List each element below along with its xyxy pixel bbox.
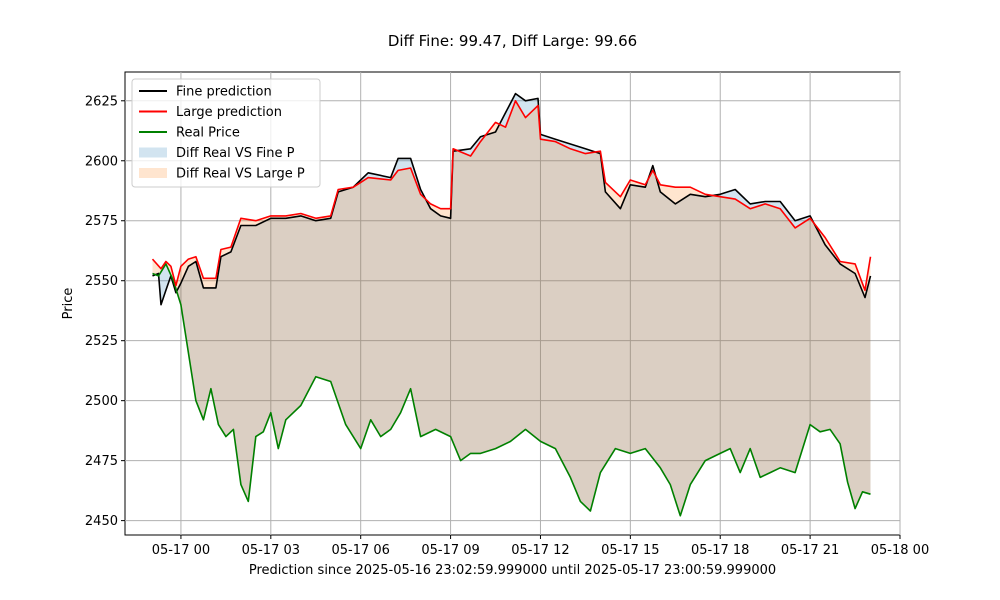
y-tick-label: 2575 bbox=[85, 214, 118, 229]
y-tick-label: 2600 bbox=[85, 154, 118, 169]
series-line-fine-prediction bbox=[152, 92, 872, 306]
x-axis-label: Prediction since 2025-05-16 23:02:59.999… bbox=[249, 563, 776, 578]
y-tick-label: 2475 bbox=[85, 454, 118, 469]
y-tick-label: 2525 bbox=[85, 334, 118, 349]
legend: Fine prediction Large prediction Real Pric… bbox=[131, 78, 321, 188]
legend-label: Fine prediction bbox=[176, 85, 272, 100]
legend-swatch bbox=[139, 168, 167, 178]
legend-swatch bbox=[139, 147, 167, 158]
diff-areas bbox=[152, 93, 871, 516]
series-lines bbox=[151, 92, 872, 517]
legend-label: Diff Real VS Fine P bbox=[176, 146, 295, 161]
y-tick-label: 2450 bbox=[85, 514, 118, 529]
x-axis-ticks: 05-17 00 05-17 03 05-17 06 05-17 09 05-17 12… bbox=[152, 535, 929, 558]
series-line-real-price bbox=[152, 263, 871, 517]
legend-box bbox=[131, 78, 321, 188]
y-tick-label: 2550 bbox=[85, 274, 118, 289]
legend-label: Large prediction bbox=[176, 105, 282, 120]
y-tick-label: 2500 bbox=[85, 394, 118, 409]
diff-real-vs-fine-area bbox=[152, 93, 871, 516]
y-axis-label: Price bbox=[61, 288, 76, 320]
x-tick-label: 05-17 06 bbox=[331, 543, 389, 558]
x-tick-label: 05-17 18 bbox=[691, 543, 749, 558]
x-tick-label: 05-17 00 bbox=[152, 543, 210, 558]
series-line-large-prediction bbox=[151, 100, 872, 292]
x-tick-label: 05-17 15 bbox=[601, 543, 659, 558]
legend-label: Real Price bbox=[176, 126, 240, 141]
y-axis-ticks: 2450 2475 2500 2525 2550 2575 2600 2625 bbox=[85, 94, 125, 529]
y-tick-label: 2625 bbox=[85, 94, 118, 109]
x-tick-label: 05-17 03 bbox=[242, 543, 300, 558]
legend-label: Diff Real VS Large P bbox=[176, 167, 305, 182]
diff-real-vs-large-area bbox=[152, 100, 871, 516]
x-tick-label: 05-17 12 bbox=[511, 543, 569, 558]
x-tick-label: 05-17 09 bbox=[421, 543, 479, 558]
chart-title: Diff Fine: 99.47, Diff Large: 99.66 bbox=[388, 32, 637, 50]
x-tick-label: 05-17 21 bbox=[781, 543, 839, 558]
x-tick-label: 05-18 00 bbox=[871, 543, 929, 558]
